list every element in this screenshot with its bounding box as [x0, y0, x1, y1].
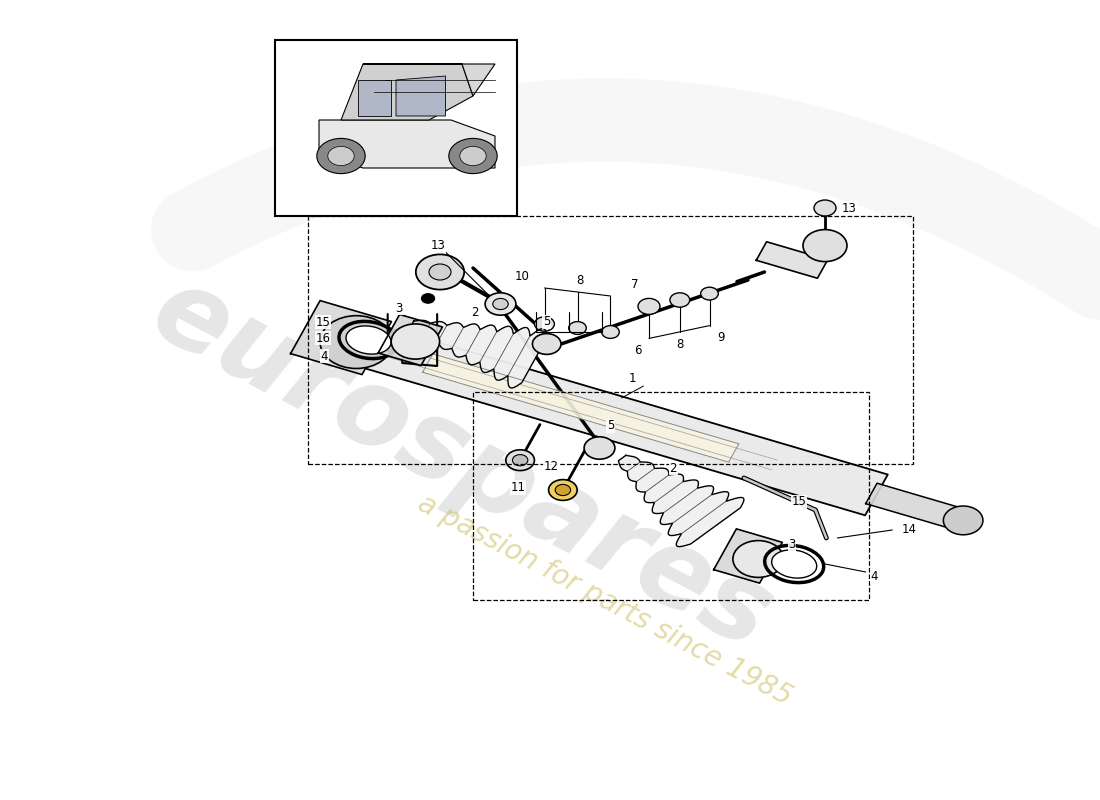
- Text: 11: 11: [510, 481, 526, 494]
- Ellipse shape: [772, 550, 816, 578]
- Text: 1: 1: [629, 371, 636, 385]
- Circle shape: [532, 334, 561, 354]
- Text: 4: 4: [321, 350, 328, 362]
- Text: 14: 14: [901, 523, 916, 537]
- Text: 13: 13: [430, 239, 446, 252]
- Circle shape: [392, 324, 440, 359]
- Circle shape: [814, 200, 836, 216]
- Polygon shape: [757, 242, 827, 278]
- Bar: [473, 392, 869, 600]
- Circle shape: [584, 437, 615, 459]
- Polygon shape: [396, 76, 446, 116]
- Polygon shape: [866, 483, 969, 530]
- Text: 15: 15: [792, 495, 806, 509]
- Circle shape: [803, 230, 847, 262]
- Polygon shape: [363, 64, 495, 96]
- Polygon shape: [422, 354, 739, 462]
- Text: 8: 8: [576, 274, 583, 286]
- Text: 5: 5: [543, 315, 550, 328]
- Text: 12: 12: [543, 460, 559, 473]
- Circle shape: [944, 506, 983, 534]
- Circle shape: [602, 326, 619, 338]
- Circle shape: [506, 450, 535, 470]
- Circle shape: [638, 298, 660, 314]
- Text: 15: 15: [316, 315, 331, 329]
- Circle shape: [493, 298, 508, 310]
- Circle shape: [485, 293, 516, 315]
- Text: 3: 3: [789, 538, 795, 550]
- Bar: [308, 216, 913, 464]
- Text: 9: 9: [717, 331, 724, 344]
- Circle shape: [701, 287, 718, 300]
- Text: 16: 16: [316, 331, 331, 345]
- Text: 2: 2: [670, 462, 676, 474]
- Circle shape: [421, 294, 434, 303]
- Circle shape: [416, 254, 464, 290]
- Text: 6: 6: [635, 344, 641, 357]
- Text: 13: 13: [842, 202, 857, 214]
- Circle shape: [733, 541, 783, 578]
- Text: 7: 7: [631, 278, 638, 290]
- Circle shape: [513, 454, 528, 466]
- Text: 8: 8: [676, 338, 683, 350]
- Text: 10: 10: [515, 270, 530, 282]
- Text: 2: 2: [472, 306, 478, 318]
- Circle shape: [449, 138, 497, 174]
- Polygon shape: [355, 325, 888, 515]
- Circle shape: [569, 322, 586, 334]
- Text: a passion for parts since 1985: a passion for parts since 1985: [414, 489, 796, 711]
- Circle shape: [670, 293, 690, 307]
- Polygon shape: [319, 120, 495, 168]
- Text: 3: 3: [396, 302, 403, 314]
- Text: 4: 4: [871, 570, 878, 582]
- Circle shape: [429, 264, 451, 280]
- Polygon shape: [341, 64, 473, 120]
- Circle shape: [549, 480, 578, 501]
- Polygon shape: [290, 301, 392, 374]
- Text: 5: 5: [607, 419, 614, 432]
- Circle shape: [320, 316, 393, 369]
- Circle shape: [460, 146, 486, 166]
- Polygon shape: [714, 529, 782, 583]
- Circle shape: [535, 317, 554, 331]
- Polygon shape: [378, 314, 442, 366]
- Ellipse shape: [346, 326, 390, 354]
- Polygon shape: [358, 80, 390, 116]
- Text: eurospares: eurospares: [134, 256, 790, 672]
- Circle shape: [556, 485, 571, 496]
- Polygon shape: [618, 455, 744, 546]
- Circle shape: [317, 138, 365, 174]
- Circle shape: [328, 146, 354, 166]
- Bar: [275, 40, 517, 216]
- Polygon shape: [410, 320, 547, 388]
